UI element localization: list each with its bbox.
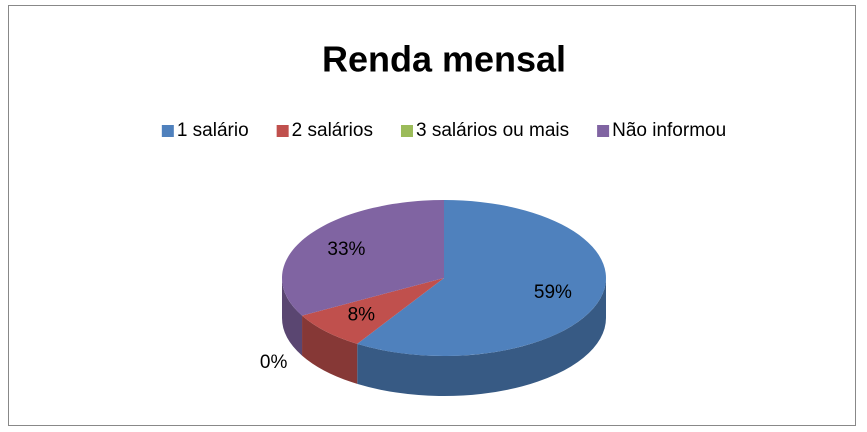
- legend-swatch: [161, 125, 174, 137]
- legend-label: 1 salário: [177, 120, 249, 141]
- data-label: 0%: [260, 352, 288, 373]
- data-label: 33%: [327, 239, 365, 260]
- legend-swatch: [400, 125, 413, 137]
- legend: 1 salário 2 salários 3 salários ou mais Não…: [161, 120, 726, 141]
- legend-label: 2 salários: [292, 120, 373, 141]
- legend-swatch: [276, 125, 289, 137]
- pie-side: [281, 278, 303, 356]
- legend-label: 3 salários ou mais: [416, 120, 569, 141]
- pie-slice: [302, 278, 444, 344]
- legend-label: Não informou: [612, 120, 726, 141]
- pie-slice: [357, 200, 606, 356]
- pie-slice: [281, 200, 444, 316]
- data-label: 8%: [348, 304, 376, 325]
- pie-side: [357, 278, 606, 397]
- data-label: 59%: [534, 282, 572, 303]
- pie-side: [302, 315, 358, 384]
- chart-title: Renda mensal: [322, 39, 566, 80]
- legend-swatch: [597, 125, 610, 137]
